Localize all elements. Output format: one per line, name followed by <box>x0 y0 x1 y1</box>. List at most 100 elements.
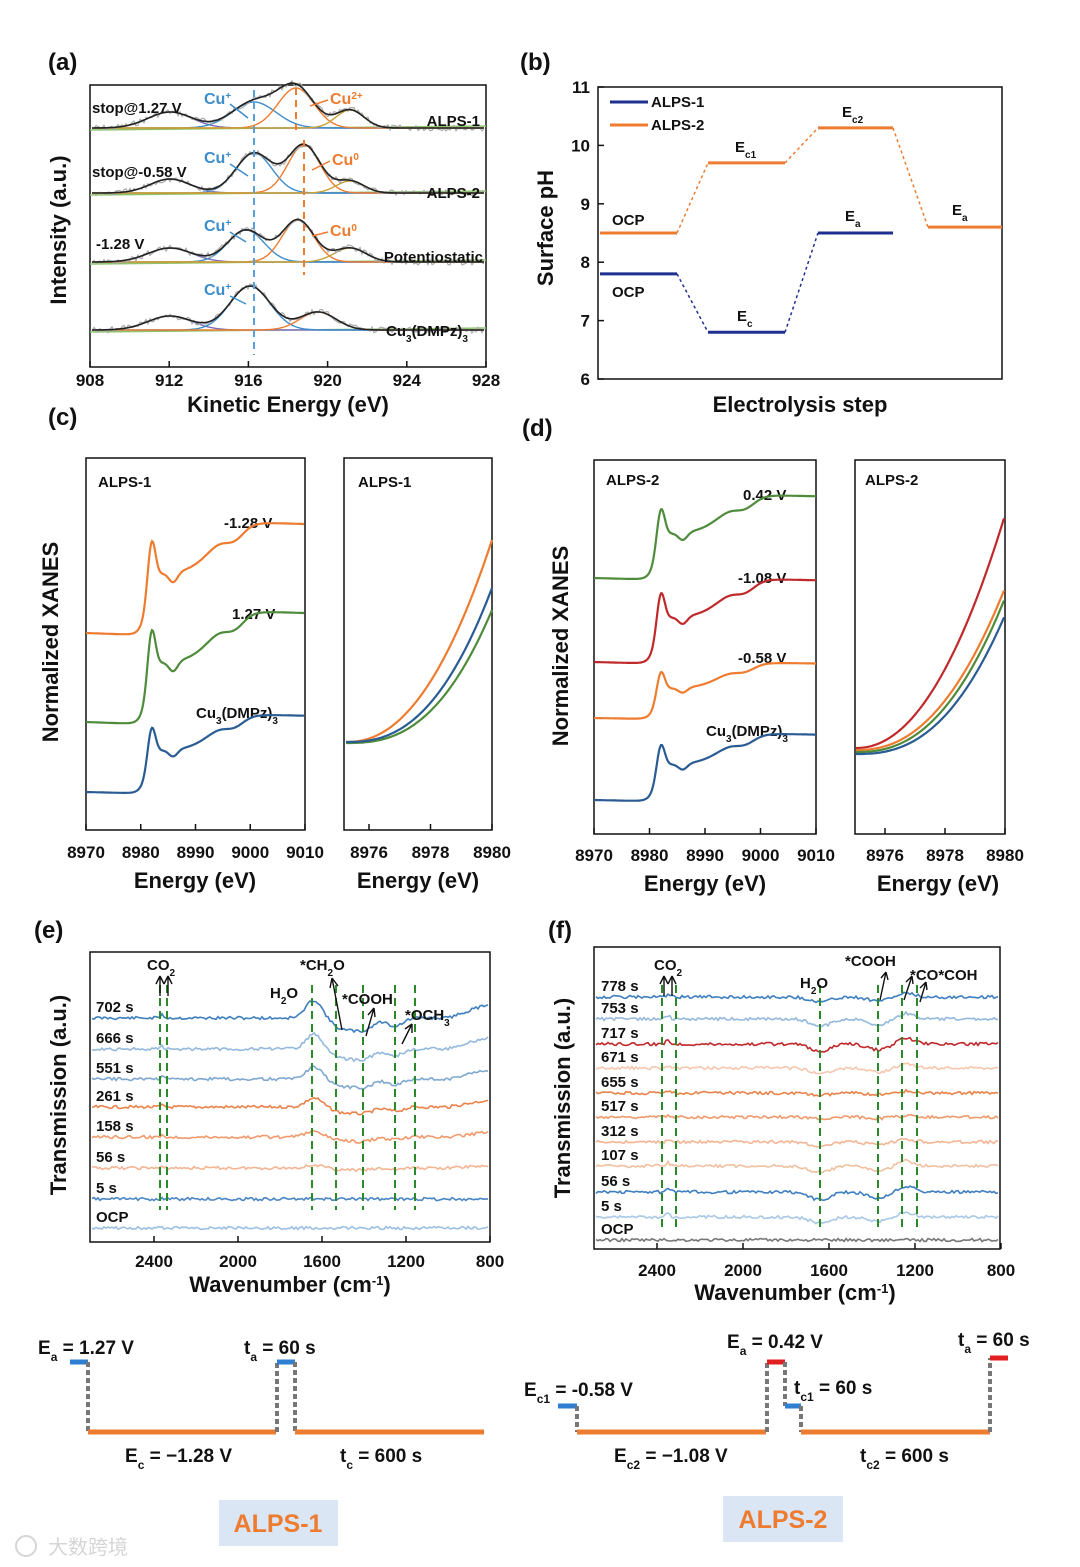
f-spectrum <box>595 1185 999 1202</box>
cu2-arrow <box>309 99 329 107</box>
panel-b: (b) Surface pH Electrolysis step 6 7 8 9 10 1… <box>520 49 1003 417</box>
panel-c-zoom-title: ALPS-1 <box>358 474 411 491</box>
panel-f-curves <box>595 985 999 1243</box>
panel-a-ylabel: Intensity (a.u.) <box>46 155 71 304</box>
protocol-alps2: Ec1 = -0.58 V Ea = 0.42 V tc1 = 60 s ta … <box>524 1330 1030 1542</box>
f-time-label: OCP <box>601 1221 634 1238</box>
b-tick-label: 9 <box>581 195 590 214</box>
e-ch2o-annot: *CH2O <box>300 957 345 979</box>
d-xanes-cu3 <box>594 733 816 802</box>
panel-b-yticks: 6 7 8 9 10 11 <box>571 78 604 389</box>
a-tick-label: 928 <box>472 371 500 390</box>
d-tick-label: 9000 <box>742 846 780 865</box>
e-spectrum <box>91 1096 489 1116</box>
e-time-label: 261 s <box>96 1088 134 1105</box>
f-spectrum <box>595 1158 999 1174</box>
e-time-label: 551 s <box>96 1060 134 1077</box>
panel-c: (c) Normalized XANES Energy (eV) Energy … <box>38 404 511 893</box>
alps2-transition <box>676 162 709 234</box>
f-spectrum <box>595 1137 999 1149</box>
c-tick-label: 8980 <box>122 843 160 862</box>
e-h2o-annot: H2O <box>270 985 298 1007</box>
e-och3-arrow <box>401 1023 413 1045</box>
panel-f-frame <box>593 946 1001 1250</box>
f-time-label: 753 s <box>601 1000 639 1017</box>
cu0-annot-1: Cu0 <box>332 152 359 170</box>
panel-d-main-frame <box>593 459 817 835</box>
f-time-label: 517 s <box>601 1098 639 1115</box>
ea-label-alps2: Ea <box>952 202 968 224</box>
panel-e-tag: (e) <box>34 917 63 944</box>
cu0-arrow-2 <box>311 231 329 237</box>
d-zoom-tick-label: 8978 <box>926 846 964 865</box>
panel-d-xlabel-main: Energy (eV) <box>644 871 766 896</box>
cu-plus-arrow-4 <box>229 295 247 305</box>
cu-plus-arrow-3 <box>229 231 247 243</box>
d-label-042: 0.42 V <box>743 487 786 504</box>
panel-a-curves <box>89 79 487 335</box>
d-tick-label: 8970 <box>575 846 613 865</box>
cu0-annot-2: Cu0 <box>330 223 357 241</box>
alps2-tc1-label: tc1 = 60 s <box>794 1378 872 1404</box>
e-spectrum <box>91 1000 489 1034</box>
panel-d-tag: (d) <box>522 415 553 442</box>
d-zoom-cu3 <box>856 616 1006 756</box>
alps2-tag: ALPS-2 <box>739 1506 828 1534</box>
a-tick-label: 924 <box>393 371 422 390</box>
f-spectrum <box>595 1010 999 1028</box>
alps1-tag-box <box>219 1500 338 1546</box>
e-tick-label: 1200 <box>387 1252 425 1271</box>
f-time-label: 5 s <box>601 1198 622 1215</box>
f-cooh-arrow <box>879 971 889 1001</box>
panel-b-ylabel: Surface pH <box>533 170 558 286</box>
alps2-tag-box <box>723 1496 843 1542</box>
panel-d-zoom-frame <box>854 459 1006 835</box>
f-tick-label: 800 <box>987 1261 1015 1280</box>
alps1-transition <box>784 232 819 333</box>
e-time-label: 666 s <box>96 1030 134 1047</box>
d-xanes-m058 <box>594 662 816 720</box>
f-spectrum <box>595 1088 999 1097</box>
panel-c-tag: (c) <box>48 404 77 431</box>
watermark-logo-icon <box>15 1535 37 1557</box>
alps2-transition <box>892 127 929 228</box>
a-fit-envelope <box>92 285 484 331</box>
panel-c-zoom-frame <box>343 457 493 831</box>
f-tick-label: 1200 <box>896 1261 934 1280</box>
alps2-ec2-label: Ec2 = −1.08 V <box>614 1446 728 1472</box>
e-cooh-arrow <box>365 1007 376 1037</box>
alps1-stop-label: stop@1.27 V <box>92 100 182 117</box>
panel-e: (e) Transmission (a.u.) Wavenumber (cm-1… <box>34 917 504 1297</box>
f-spectrum <box>595 1211 999 1225</box>
e-cooh-annot: *COOH <box>342 991 393 1008</box>
c-zoom-tick-label: 8978 <box>412 843 450 862</box>
c-zoom-tick-label: 8980 <box>473 843 511 862</box>
e-spectrum <box>91 1225 489 1231</box>
legend-alps2-label: ALPS-2 <box>651 117 704 134</box>
cu-plus-arrow-2 <box>229 163 249 177</box>
c-label-m128: -1.28 V <box>224 515 272 532</box>
d-tick-label: 9010 <box>797 846 835 865</box>
alps2-transition <box>784 127 819 164</box>
alps1-series-label: ALPS-1 <box>427 113 480 130</box>
d-zoom-m058 <box>856 590 1006 752</box>
protocol-alps1: Ea = 1.27 V ta = 60 s Ec = −1.28 V tc = … <box>38 1338 484 1546</box>
e-spectrum <box>91 1196 489 1202</box>
f-cocoh-arrow-1 <box>903 975 914 1001</box>
ec-label-alps1: Ec <box>737 308 753 330</box>
panel-c-xticks: 8970 8980 8990 9000 9010 8976 8978 8980 <box>67 824 511 862</box>
panel-d-xlabel-zoom: Energy (eV) <box>877 871 999 896</box>
b-tick-label: 7 <box>581 312 590 331</box>
a-fit-envelope <box>92 143 484 194</box>
d-tick-label: 8990 <box>686 846 724 865</box>
f-time-label: 56 s <box>601 1173 630 1190</box>
b-tick-label: 6 <box>581 370 590 389</box>
e-spectrum <box>91 1065 489 1090</box>
a-tick-label: 908 <box>76 371 104 390</box>
e-time-label: 5 s <box>96 1180 117 1197</box>
alps2-ta-label: ta = 60 s <box>958 1330 1030 1356</box>
panel-d-curves <box>594 494 1006 802</box>
f-tick-label: 1600 <box>810 1261 848 1280</box>
f-tick-label: 2400 <box>638 1261 676 1280</box>
panel-d: (d) Normalized XANES Energy (eV) Energy … <box>522 415 1024 896</box>
